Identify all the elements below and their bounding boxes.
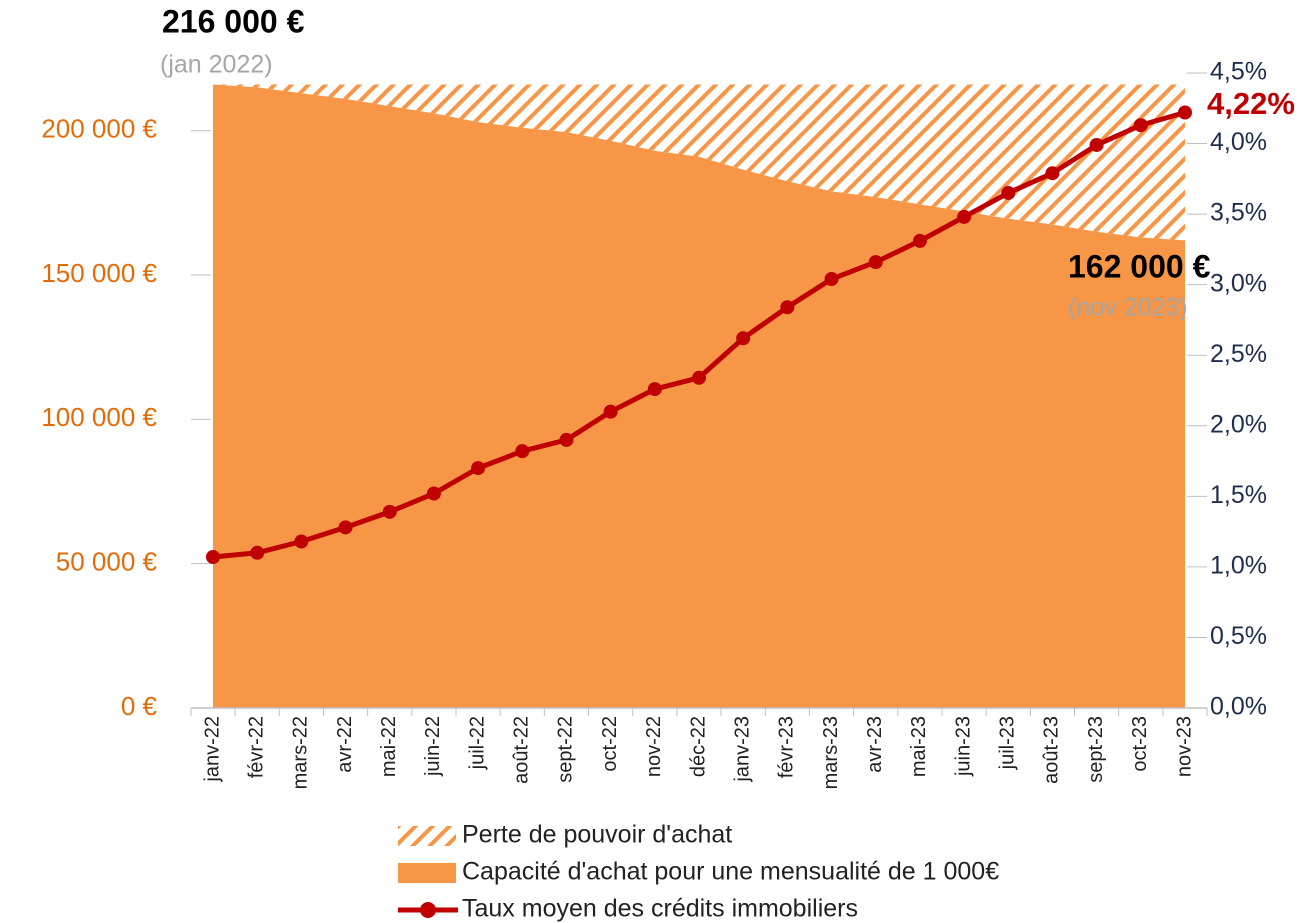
x-tick-label: nov-22 (643, 716, 665, 777)
x-tick-label: déc-22 (687, 716, 709, 777)
y-tick-label: 100 000 € (41, 402, 157, 432)
y-tick-label: 0 € (121, 691, 158, 721)
y-tick-label: 200 000 € (41, 114, 157, 144)
x-tick-label: nov-23 (1173, 716, 1195, 777)
annotation: 216 000 € (162, 3, 305, 39)
rate-marker (338, 520, 353, 535)
legend-label: Taux moyen des crédits immobiliers (462, 895, 858, 923)
legend-label: Capacité d'achat pour une mensualité de … (462, 858, 999, 886)
rate-marker (912, 233, 927, 248)
y2-tick-label: 0,5% (1210, 622, 1267, 650)
y2-tick-label: 4,5% (1210, 58, 1267, 86)
rate-marker (559, 432, 574, 447)
x-tick-label: oct-23 (1129, 716, 1151, 772)
y-tick-label: 50 000 € (56, 547, 158, 577)
rate-marker (1133, 118, 1148, 133)
rate-marker (471, 461, 486, 476)
legend-swatch (398, 863, 456, 883)
rate-marker (957, 209, 972, 224)
rate-marker (250, 545, 265, 560)
rate-marker (426, 486, 441, 501)
x-tick-label: janv-22 (201, 716, 223, 783)
x-tick-label: mars-22 (290, 716, 312, 789)
y2-tick-label: 0,0% (1210, 693, 1267, 721)
x-tick-label: févr-22 (245, 716, 267, 778)
x-tick-label: mars-23 (820, 716, 842, 789)
x-tick-label: juin-22 (422, 716, 444, 777)
rate-marker (824, 272, 839, 287)
rate-marker (382, 504, 397, 519)
x-tick-label: juil-23 (997, 716, 1019, 770)
rate-marker (294, 534, 309, 549)
x-tick-label: avr-22 (334, 716, 356, 773)
x-tick-label: avr-23 (864, 716, 886, 773)
annotation: 162 000 € (1068, 248, 1211, 284)
rate-marker (647, 382, 662, 397)
rate-marker (515, 444, 530, 459)
rate-marker (1089, 137, 1104, 152)
rate-marker (692, 370, 706, 385)
x-tick-label: août-22 (511, 716, 533, 784)
rate-marker (736, 331, 751, 346)
x-tick-label: sept-22 (555, 716, 577, 783)
y2-tick-label: 1,0% (1210, 551, 1267, 579)
x-tick-label: juil-22 (466, 716, 488, 770)
y-tick-label: 150 000 € (41, 258, 157, 288)
x-tick-label: mai-23 (908, 716, 930, 777)
legend-label: Perte de pouvoir d'achat (462, 821, 732, 849)
annotation: (jan 2022) (160, 51, 273, 79)
x-tick-label: mai-22 (378, 716, 400, 777)
x-tick-label: févr-23 (776, 716, 798, 778)
y2-tick-label: 1,5% (1210, 481, 1267, 509)
rate-marker (1001, 185, 1016, 200)
annotation: (nov 2023) (1068, 294, 1188, 322)
rate-marker (1045, 166, 1060, 181)
rate-marker (1178, 105, 1192, 120)
rate-marker (603, 404, 618, 419)
y2-tick-label: 2,5% (1210, 340, 1267, 368)
hatch-area (213, 84, 1185, 241)
x-tick-label: août-23 (1041, 716, 1063, 784)
x-tick-label: oct-22 (599, 716, 621, 772)
x-tick-label: juin-23 (952, 716, 974, 777)
annotation: 4,22% (1207, 86, 1295, 121)
legend-swatch (420, 902, 436, 918)
capacity-area (213, 84, 1185, 708)
rate-marker (780, 300, 795, 315)
x-tick-label: janv-23 (731, 716, 753, 783)
y2-tick-label: 2,0% (1210, 410, 1267, 438)
legend-swatch (398, 826, 456, 846)
rate-marker (868, 255, 883, 270)
y2-tick-label: 3,0% (1210, 269, 1267, 297)
rate-marker (206, 550, 220, 565)
y2-tick-label: 3,5% (1210, 199, 1267, 227)
x-tick-label: sept-23 (1085, 716, 1107, 783)
y2-tick-label: 4,0% (1210, 128, 1267, 156)
